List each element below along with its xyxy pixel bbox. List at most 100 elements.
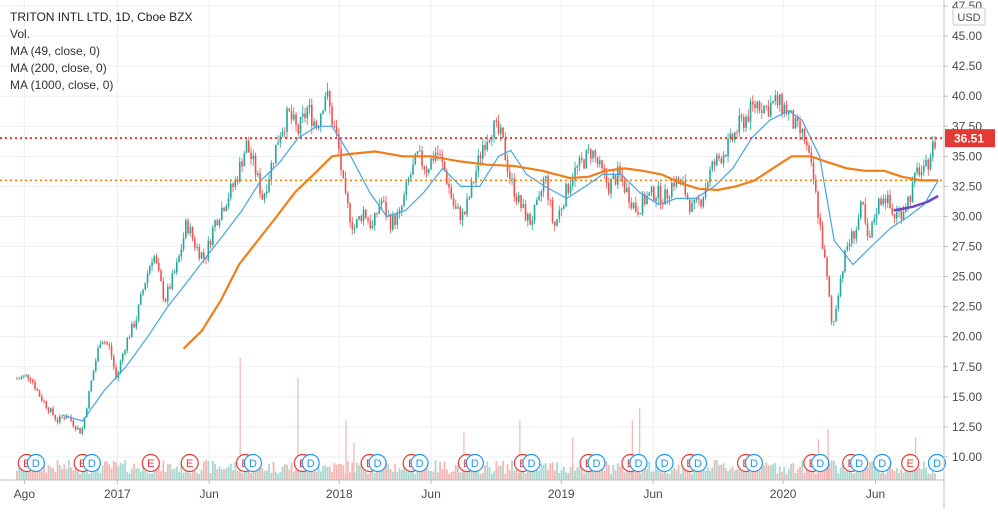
candle-body [22, 375, 25, 377]
volume-bar [583, 473, 585, 480]
volume-bar [389, 469, 392, 480]
volume-bar [709, 470, 711, 480]
ma-legend-49[interactable]: MA (49, close, 0) [10, 44, 101, 58]
candle-body [101, 342, 104, 345]
candle-body [472, 181, 475, 183]
volume-bar [263, 470, 266, 480]
candle-body [52, 408, 54, 416]
volume-bar [220, 469, 223, 480]
volume-bar [497, 465, 500, 480]
candle-body [484, 145, 486, 150]
volume-bar [380, 463, 383, 480]
candle-body [425, 169, 428, 173]
candle-body [522, 204, 525, 208]
dividend-marker: D [744, 453, 764, 473]
candle-body [20, 376, 23, 379]
candle-body [310, 104, 313, 126]
y-tick-label: 35.00 [952, 149, 982, 163]
candle-body [580, 157, 583, 160]
candle-body [137, 304, 140, 321]
candle-body [866, 223, 869, 236]
ma-line-1 [182, 150, 939, 350]
volume-bar [891, 469, 894, 480]
volume-bar [691, 473, 693, 480]
candle-body [83, 416, 86, 429]
volume-bar [200, 469, 203, 480]
volume-bar [601, 468, 603, 480]
volume-bar [812, 466, 815, 480]
volume-bar [115, 462, 117, 480]
candle-body [445, 170, 448, 184]
volume-bar [810, 466, 813, 480]
candle-body [695, 197, 698, 201]
candle-body [668, 196, 671, 199]
volume-bar [405, 468, 408, 480]
ma-legend-200[interactable]: MA (200, close, 0) [10, 61, 107, 75]
candle-body [466, 198, 468, 215]
candle-body [920, 171, 923, 176]
volume-bar [175, 466, 178, 480]
y-tick-label: 30.00 [952, 209, 982, 223]
candle-body [607, 183, 610, 194]
moving-averages [61, 110, 939, 422]
volume-bar [900, 468, 903, 480]
volume-bar [877, 468, 880, 480]
volume-bar [445, 469, 448, 480]
candle-body [713, 161, 716, 166]
volume-bar [805, 461, 808, 480]
volume-bar [553, 470, 556, 480]
volume-bar [610, 473, 612, 480]
candle-body [884, 198, 887, 204]
volume-bar [839, 467, 842, 480]
candle-body [934, 141, 936, 149]
volume-bar [369, 468, 372, 480]
candle-body [225, 206, 228, 211]
candle-body [589, 149, 592, 159]
candle-body [40, 396, 43, 401]
volume-bar [700, 466, 702, 480]
volume-bar [70, 467, 72, 480]
volume-bar [108, 464, 111, 480]
currency-badge: USD [952, 7, 986, 26]
volume-bar [918, 468, 921, 480]
volume-bar [706, 467, 709, 480]
earnings-marker: E [141, 453, 160, 473]
volume-bar [362, 469, 365, 480]
candle-body [214, 220, 216, 228]
volume-bar [909, 465, 912, 480]
volume-bar [526, 471, 529, 480]
candle-body [594, 150, 597, 158]
volume-bar [686, 467, 689, 480]
event-circle [587, 453, 606, 473]
candle-body [853, 231, 855, 239]
volume-bar [670, 470, 673, 480]
candle-body [817, 191, 819, 218]
volume-bar [241, 473, 243, 480]
candle-body [862, 201, 864, 204]
candle-body [925, 159, 927, 166]
volume-bar [436, 472, 439, 480]
candle-body [733, 132, 736, 141]
candle-body [234, 179, 237, 187]
volume-legend[interactable]: Vol. [10, 27, 31, 41]
candle-body [306, 107, 309, 118]
volume-bar [292, 471, 295, 480]
volume-bar [103, 461, 106, 480]
candle-body [70, 416, 72, 421]
volume-bar [355, 462, 358, 480]
ma-legend-1000[interactable]: MA (1000, close, 0) [10, 78, 114, 92]
candle-body [812, 162, 815, 180]
volume-bar [826, 468, 828, 480]
candle-body [740, 115, 743, 118]
volume-bar [677, 464, 680, 480]
candle-body [313, 121, 315, 126]
volume-bar [274, 471, 277, 480]
event-label: D [634, 458, 642, 470]
volume-bar [403, 463, 405, 480]
volume-bar [646, 469, 648, 480]
symbol-title[interactable]: TRITON INTL LTD, 1D, Cboe BZX [10, 10, 193, 24]
candle-body [569, 185, 572, 193]
dividend-marker: D [688, 453, 708, 473]
